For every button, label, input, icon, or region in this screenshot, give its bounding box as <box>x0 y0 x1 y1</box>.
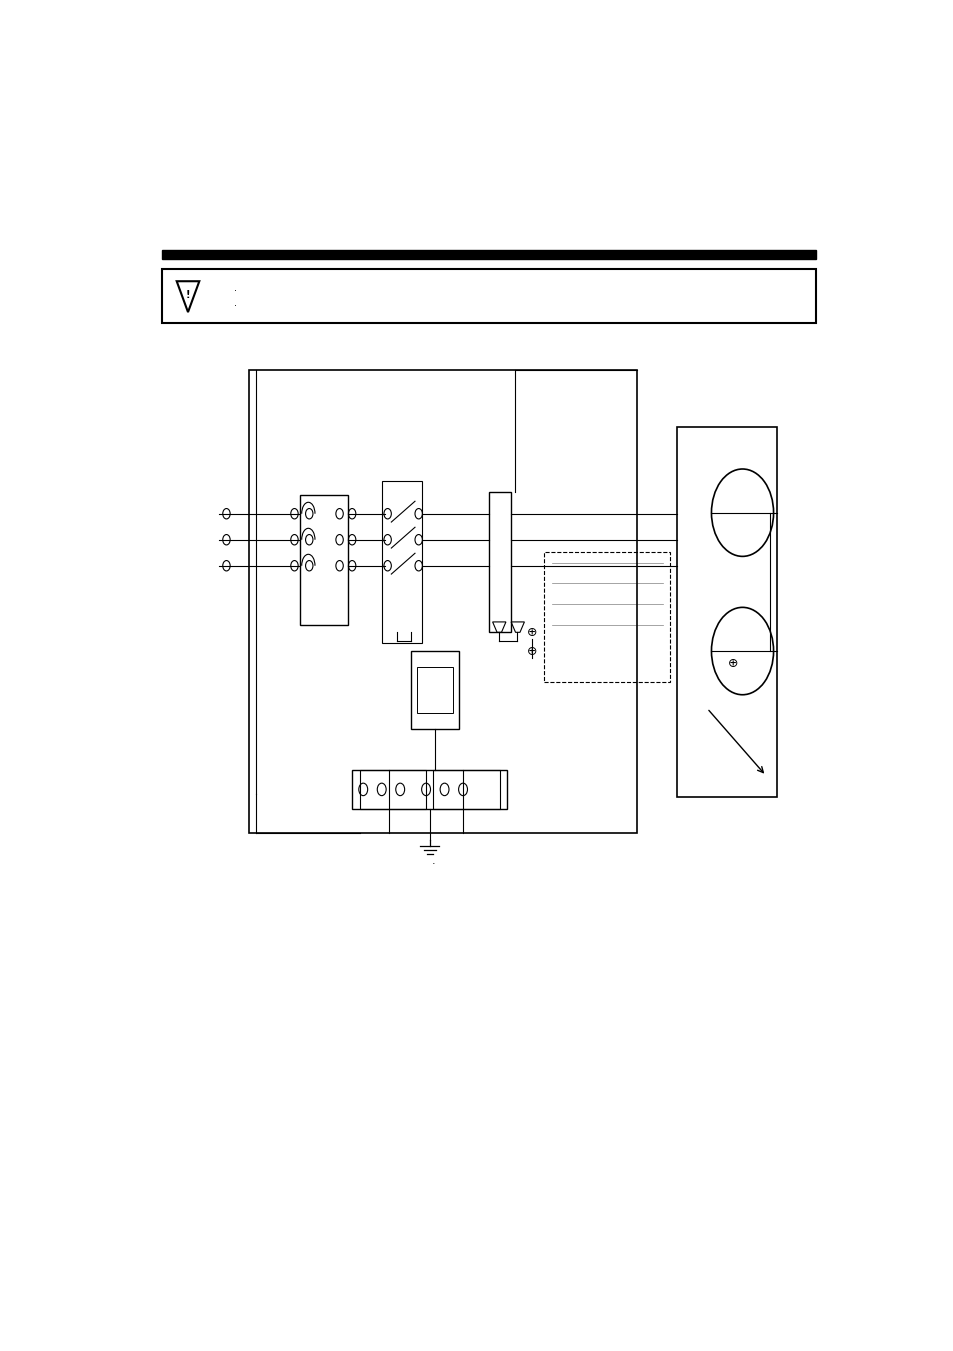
Text: ·: · <box>233 301 236 311</box>
Bar <box>488 492 511 632</box>
Text: ⊕: ⊕ <box>727 657 738 670</box>
Text: ⊕: ⊕ <box>526 644 537 658</box>
Bar <box>162 269 816 323</box>
Bar <box>300 494 348 626</box>
Bar <box>359 770 426 809</box>
Bar <box>416 666 453 713</box>
Bar <box>411 651 459 730</box>
Bar <box>544 553 669 682</box>
Bar <box>352 770 507 809</box>
Text: !: ! <box>186 290 190 300</box>
Text: .: . <box>431 857 435 866</box>
Bar <box>677 427 777 797</box>
Bar <box>162 250 816 259</box>
Bar <box>249 370 636 834</box>
Text: ⊕: ⊕ <box>526 626 537 639</box>
Text: ·: · <box>233 286 236 296</box>
Bar <box>381 481 422 643</box>
Bar <box>433 770 499 809</box>
